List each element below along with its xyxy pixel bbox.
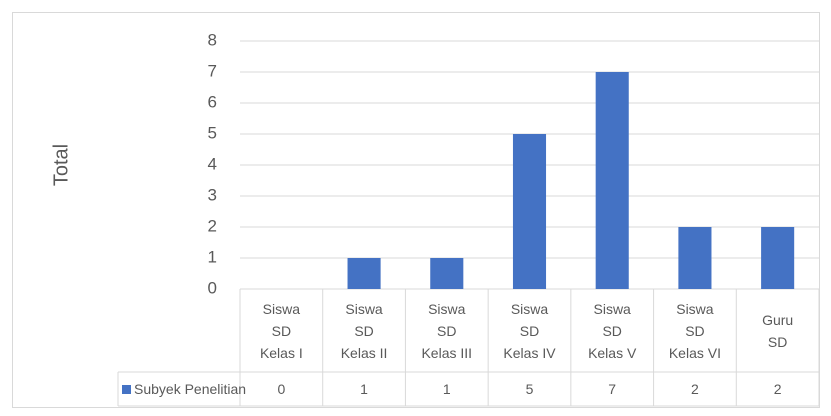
x-tick-label: Siswa SD Kelas III [421,300,473,361]
x-tick-label: Siswa SD Kelas V [588,300,637,361]
legend-label: Subyek Penelitian [134,381,247,397]
y-axis-label: Total [50,144,72,186]
bar [761,227,795,289]
legend-swatch [122,384,131,394]
y-tick-label: 1 [208,247,217,266]
data-table-value: 7 [608,381,617,397]
y-tick-label: 5 [208,123,217,142]
data-table-value: 1 [442,381,451,397]
y-tick-label: 0 [208,278,217,297]
y-tick-label: 8 [208,30,217,49]
data-table-value: 1 [360,381,368,397]
y-tick-label: 6 [208,92,217,111]
x-tick-label: Siswa SD Kelas IV [503,300,556,361]
bar [347,258,381,289]
y-tick-label: 4 [208,154,217,173]
legend-item: Subyek Penelitian [122,372,246,406]
bar [512,134,547,289]
data-table-value: 5 [525,381,534,397]
data-table-value: 2 [773,381,782,397]
x-tick-label: Siswa SD Kelas II [340,300,388,361]
x-tick-label: Siswa SD Kelas I [259,300,303,361]
y-tick-label: 7 [208,61,217,80]
chart-border [12,12,820,408]
y-tick-label: 3 [208,185,217,204]
data-table-value: 0 [277,381,286,397]
x-tick-label: Guru SD [762,311,794,350]
bar [678,227,712,289]
bar [430,258,464,289]
y-tick-label: 2 [208,216,217,235]
data-table-value: 2 [691,381,699,397]
x-tick-label: Siswa SD Kelas VI [668,300,721,361]
bar [595,72,629,289]
